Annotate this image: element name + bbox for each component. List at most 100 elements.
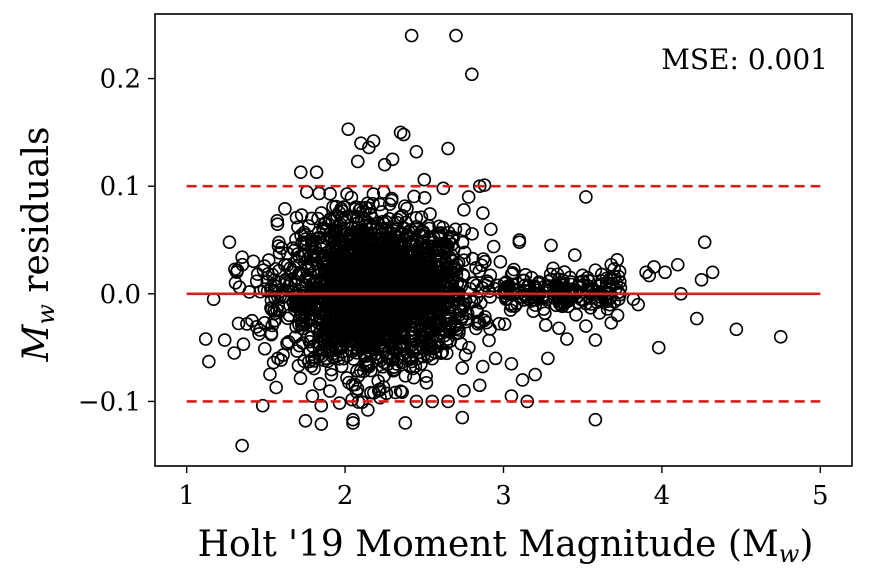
data-point <box>268 313 282 328</box>
data-point <box>519 289 534 304</box>
data-point <box>543 267 558 282</box>
data-point <box>550 278 565 293</box>
data-point <box>502 278 516 293</box>
data-point <box>312 377 327 391</box>
x-axis-label: Holt '19 Moment Magnitude (Mw) <box>198 524 814 568</box>
data-point <box>694 273 709 287</box>
data-point <box>497 317 512 331</box>
data-point <box>405 309 419 324</box>
data-point <box>373 197 387 212</box>
data-point <box>257 282 272 296</box>
data-point <box>379 251 394 266</box>
data-point <box>594 267 609 282</box>
data-point <box>352 321 367 336</box>
data-point <box>457 203 471 217</box>
data-point <box>465 227 479 241</box>
data-point <box>389 331 404 346</box>
x-axis-label-subscript: w <box>779 540 800 568</box>
data-point <box>592 306 607 320</box>
data-point <box>451 255 466 270</box>
data-point <box>228 275 243 290</box>
data-point <box>345 392 359 407</box>
data-point <box>445 289 460 303</box>
data-point <box>478 310 492 324</box>
data-point <box>350 382 365 396</box>
data-point <box>305 295 319 310</box>
data-point <box>476 252 491 266</box>
data-point <box>340 348 355 363</box>
data-point <box>457 383 471 398</box>
data-point <box>278 201 292 216</box>
data-point <box>378 278 392 293</box>
data-point <box>729 322 744 337</box>
data-point <box>227 346 242 360</box>
data-point <box>631 297 645 312</box>
data-point <box>379 386 394 401</box>
data-point <box>406 361 420 376</box>
data-point <box>579 319 593 333</box>
data-point <box>354 136 368 150</box>
data-point <box>342 235 357 249</box>
data-point <box>321 253 335 268</box>
data-point <box>536 302 551 316</box>
data-point <box>337 211 352 225</box>
data-point <box>257 341 272 356</box>
data-point <box>307 350 322 364</box>
data-point <box>230 263 245 277</box>
data-point <box>461 190 476 204</box>
data-point <box>579 190 593 204</box>
data-point <box>465 67 479 82</box>
data-point <box>313 262 328 277</box>
data-point <box>588 333 603 347</box>
data-point <box>440 261 455 276</box>
data-point <box>324 362 339 377</box>
data-point <box>359 242 374 257</box>
data-point <box>555 290 570 305</box>
data-point <box>456 268 471 283</box>
data-point <box>270 217 285 231</box>
data-point <box>316 221 330 236</box>
data-point <box>377 157 392 172</box>
data-point <box>434 226 449 240</box>
data-point <box>314 417 329 431</box>
data-point <box>446 230 461 245</box>
data-point <box>407 225 422 240</box>
data-point <box>334 201 349 216</box>
data-point <box>292 302 306 316</box>
data-point <box>417 190 432 205</box>
data-point <box>359 337 374 352</box>
mse-annotation: MSE: 0.001 <box>661 43 828 76</box>
data-point <box>472 378 487 393</box>
data-point <box>235 250 249 265</box>
data-point <box>454 337 468 351</box>
data-point <box>323 187 337 201</box>
data-point <box>436 181 451 196</box>
data-point <box>407 265 422 279</box>
data-point <box>567 248 582 262</box>
data-point <box>409 210 424 225</box>
data-point <box>554 285 569 300</box>
y-axis-label-var: M <box>16 324 57 363</box>
data-point <box>263 367 277 382</box>
data-point <box>348 202 363 216</box>
data-point <box>344 190 359 205</box>
data-point <box>524 270 539 285</box>
data-point <box>246 254 261 269</box>
data-point <box>405 300 419 315</box>
data-point <box>202 354 216 369</box>
data-point <box>257 316 272 330</box>
data-point <box>302 313 317 328</box>
data-point <box>350 249 364 264</box>
data-point <box>398 318 413 333</box>
data-point <box>580 270 595 285</box>
data-point <box>373 240 388 255</box>
data-point <box>289 210 304 225</box>
data-point <box>236 337 251 352</box>
data-point <box>371 351 386 365</box>
data-point <box>414 357 428 371</box>
data-point <box>517 273 532 288</box>
data-point <box>293 371 308 386</box>
data-point <box>349 269 364 284</box>
data-point <box>396 127 411 142</box>
data-point <box>552 321 566 336</box>
